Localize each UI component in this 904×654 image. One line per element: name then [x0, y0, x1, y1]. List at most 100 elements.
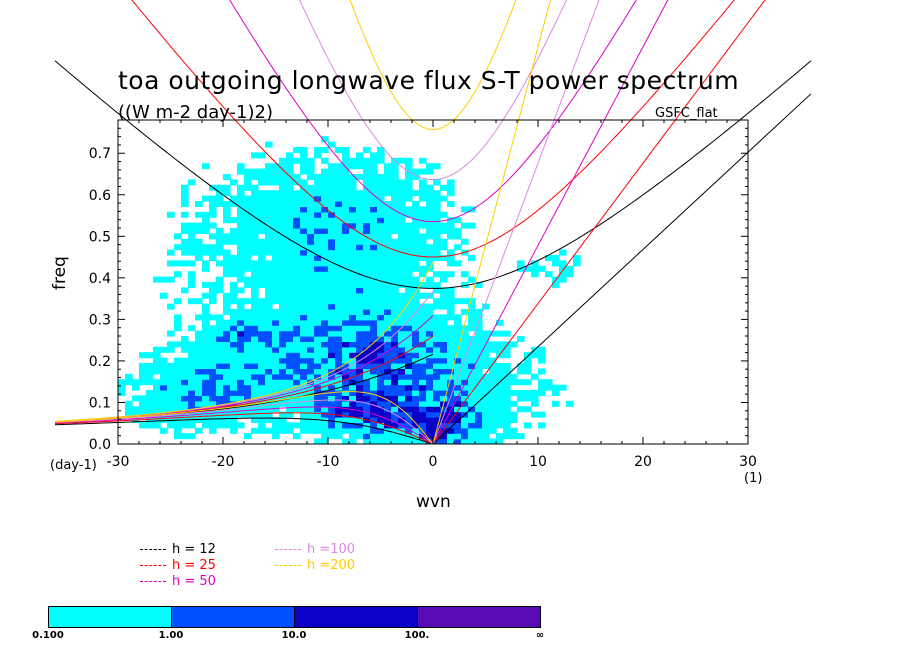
power-cell [307, 384, 315, 391]
power-cell [237, 260, 245, 267]
power-cell [433, 298, 441, 305]
power-cell [258, 417, 266, 423]
power-cell [433, 384, 441, 391]
power-cell [181, 238, 189, 245]
power-cell [370, 319, 378, 326]
power-cell [356, 390, 364, 396]
power-cell [237, 265, 245, 272]
power-cell [181, 346, 189, 353]
power-cell [181, 357, 189, 364]
power-cell [405, 298, 413, 305]
power-cell [524, 422, 532, 429]
power-cell [251, 352, 259, 359]
power-cell [202, 363, 210, 369]
power-cell [216, 346, 224, 353]
power-cell [461, 282, 469, 288]
power-cell [314, 330, 322, 337]
power-cell [356, 211, 364, 218]
power-cell [440, 390, 448, 396]
power-cell [202, 163, 210, 170]
power-cell [286, 184, 294, 191]
power-cell [342, 309, 350, 315]
power-cell [314, 276, 322, 283]
power-cell [342, 211, 350, 218]
power-cell [300, 201, 308, 207]
power-cell [370, 357, 378, 364]
power-cell [202, 330, 210, 337]
power-cell [293, 147, 301, 153]
power-cell [419, 303, 427, 310]
power-cell [461, 368, 469, 375]
power-cell [146, 417, 154, 423]
power-cell [503, 427, 511, 434]
power-cell [293, 390, 301, 396]
power-cell [475, 341, 483, 348]
power-cell [209, 346, 217, 353]
power-cell [335, 190, 343, 197]
power-cell [223, 330, 231, 337]
power-cell [279, 341, 287, 348]
power-cell [475, 368, 483, 375]
power-cell [405, 206, 413, 213]
power-cell [489, 379, 497, 386]
power-cell [524, 390, 532, 396]
power-cell [153, 276, 161, 283]
power-cell [426, 244, 434, 251]
power-cell [321, 292, 329, 299]
power-cell [265, 228, 273, 234]
power-cell [314, 379, 322, 386]
power-cell [272, 363, 280, 369]
power-cell [342, 379, 350, 386]
power-cell [195, 417, 203, 423]
power-cell [496, 390, 504, 396]
legend-swatch [140, 549, 166, 550]
power-cell [272, 201, 280, 207]
power-cell [300, 373, 308, 380]
power-cell [160, 373, 168, 380]
power-cell [370, 325, 378, 332]
power-cell [328, 352, 336, 359]
power-cell [237, 368, 245, 375]
power-cell [419, 217, 427, 224]
power-cell [258, 427, 266, 434]
power-cell [307, 174, 315, 180]
power-cell [300, 390, 308, 396]
power-cell [188, 395, 196, 402]
power-cell [321, 184, 329, 191]
power-cell [321, 433, 329, 440]
power-cell [566, 271, 574, 278]
power-cell [307, 228, 315, 234]
power-cell [174, 233, 182, 240]
power-cell [328, 422, 336, 429]
power-cell [272, 368, 280, 375]
power-cell [482, 390, 490, 396]
power-cell [286, 400, 294, 407]
power-cell [265, 179, 273, 186]
power-cell [349, 325, 357, 332]
power-cell [433, 244, 441, 251]
power-cell [447, 411, 455, 418]
power-cell [482, 422, 490, 429]
power-cell [370, 168, 378, 175]
power-cell [447, 336, 455, 342]
power-cell [384, 411, 392, 418]
power-cell [524, 406, 532, 413]
power-cell [216, 195, 224, 202]
power-cell [447, 287, 455, 294]
power-cell [377, 255, 385, 261]
power-cell [174, 390, 182, 396]
legend-item-h100: h =100 [275, 542, 355, 557]
power-cell [342, 422, 350, 429]
inertia-gravity-curve [54, 60, 812, 289]
power-cell [258, 244, 266, 251]
power-cell [160, 384, 168, 391]
legend-swatch [140, 565, 166, 566]
power-cell [293, 363, 301, 369]
power-cell [279, 211, 287, 218]
power-cell [356, 341, 364, 348]
power-cell [468, 363, 476, 369]
power-cell [356, 427, 364, 434]
power-cell [258, 190, 266, 197]
power-cell [391, 417, 399, 423]
power-cell [454, 233, 462, 240]
